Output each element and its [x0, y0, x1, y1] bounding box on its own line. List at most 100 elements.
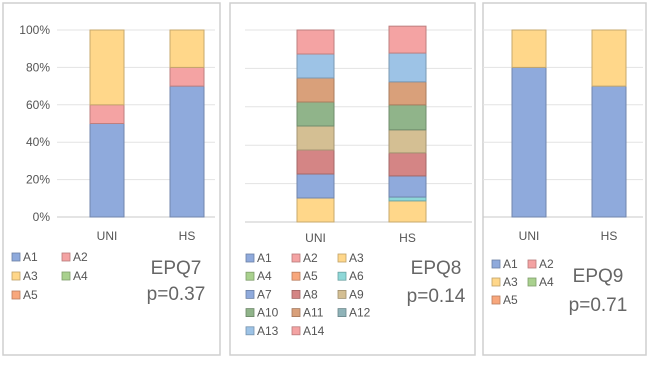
legend-label: A5 [503, 293, 518, 307]
legend-label: A4 [73, 269, 88, 283]
bar-segment [388, 52, 427, 83]
bar-segment [511, 29, 547, 68]
bar-segment [296, 77, 335, 103]
legend-swatch [245, 326, 255, 336]
legend-label: A3 [23, 269, 38, 283]
bar-segment [591, 85, 627, 218]
bar-segment [388, 152, 427, 177]
p-value-annotation: p=0.37 [147, 284, 206, 305]
legend-label: A14 [303, 324, 325, 338]
p-value-annotation: p=0.14 [407, 286, 466, 307]
chart-panel-epq8: UNI HS A1 A2 A3 A4 A5 A6 A7 A8 A9 A10 A11 A12 A13 A14 EP… [229, 2, 476, 356]
legend-swatch [11, 271, 21, 281]
legend-swatch [291, 253, 301, 263]
legend-label: A1 [257, 251, 272, 265]
legend-swatch [245, 289, 255, 299]
legend-swatch [291, 289, 301, 299]
bar-segment [388, 200, 427, 223]
bar-segment [296, 29, 335, 55]
bar-segment [296, 173, 335, 199]
category-label: UNI [519, 229, 540, 243]
legend-label: A8 [303, 287, 318, 301]
category-label: HS [179, 229, 196, 243]
category-label: UNI [97, 229, 118, 243]
legend-swatch [245, 308, 255, 318]
bar-segment [388, 196, 427, 202]
category-label: HS [601, 229, 618, 243]
legend-swatch [491, 277, 501, 287]
legend-swatch [11, 252, 21, 262]
legend-swatch [491, 295, 501, 305]
legend-label: A6 [349, 269, 364, 283]
bar-segment [169, 66, 205, 87]
legend-label: A3 [503, 275, 518, 289]
legend-label: A12 [349, 306, 371, 320]
legend-label: A1 [23, 250, 38, 264]
chart-panel-epq9: UNI HS A1 A2 A3 A4 A5 EPQ9 p=0.71 [482, 2, 647, 356]
panel-title: EPQ7 [151, 258, 202, 279]
legend-label: A4 [539, 275, 554, 289]
legend-swatch [527, 277, 537, 287]
bar-segment [296, 125, 335, 151]
legend-swatch [337, 271, 347, 281]
panel-border [229, 2, 476, 356]
panel-border [482, 2, 647, 356]
p-value-annotation: p=0.71 [569, 295, 628, 316]
category-label: HS [399, 231, 416, 245]
chart-panel-epq7: 0% 20% 40% 60% 80% 100% UNI HS A1 A2 A3 A4 A5 EPQ7 p=0… [2, 2, 221, 356]
legend-swatch [527, 259, 537, 269]
bar-segment [89, 104, 125, 125]
legend-swatch [337, 308, 347, 318]
bar-segment [388, 25, 427, 54]
bar-segment [591, 29, 627, 87]
legend-swatch [11, 290, 21, 300]
y-tick-label: 0% [33, 210, 51, 224]
y-tick-label: 40% [26, 135, 50, 149]
y-tick-label: 20% [26, 173, 50, 187]
bar-segment [388, 81, 427, 106]
legend-swatch [291, 308, 301, 318]
legend-label: A5 [303, 269, 318, 283]
panel-title: EPQ8 [411, 258, 462, 279]
bar-segment [296, 53, 335, 79]
y-tick-label: 80% [26, 60, 50, 74]
legend-swatch [291, 326, 301, 336]
panel-title: EPQ9 [573, 266, 624, 287]
panel-border [2, 2, 221, 356]
legend-swatch [337, 289, 347, 299]
bar-segment [511, 66, 547, 218]
bar-segment [296, 197, 335, 223]
bar-segment [388, 129, 427, 154]
legend-label: A10 [257, 306, 279, 320]
legend-label: A2 [73, 250, 88, 264]
legend-label: A4 [257, 269, 272, 283]
bar-segment [388, 175, 427, 198]
bar-segment [169, 29, 205, 68]
legend-swatch [337, 253, 347, 263]
legend-label: A1 [503, 257, 518, 271]
legend-label: A9 [349, 287, 364, 301]
bar-segment [296, 101, 335, 127]
legend-label: A3 [349, 251, 364, 265]
legend-swatch [245, 271, 255, 281]
legend-swatch [291, 271, 301, 281]
bar-segment [89, 29, 125, 106]
legend-label: A7 [257, 287, 272, 301]
category-label: UNI [305, 231, 326, 245]
legend-swatch [61, 271, 71, 281]
legend-label: A2 [303, 251, 318, 265]
legend-label: A11 [303, 306, 324, 320]
bar-segment [89, 123, 125, 218]
legend-swatch [245, 253, 255, 263]
legend-label: A2 [539, 257, 554, 271]
bar-segment [296, 149, 335, 175]
bar-segment [169, 85, 205, 218]
legend-swatch [491, 259, 501, 269]
legend-label: A5 [23, 288, 38, 302]
legend-label: A13 [257, 324, 279, 338]
legend-swatch [61, 252, 71, 262]
bar-segment [388, 104, 427, 131]
y-tick-label: 100% [19, 23, 50, 37]
